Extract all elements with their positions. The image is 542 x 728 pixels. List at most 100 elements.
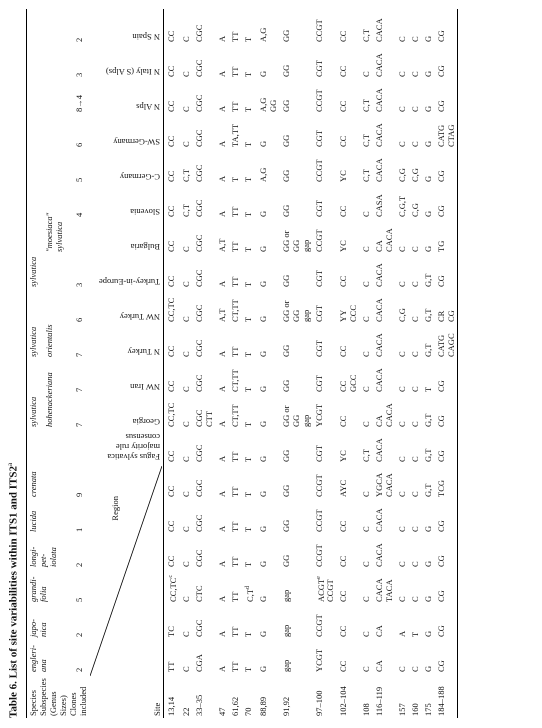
region-label: Region [110, 496, 120, 521]
cell: T [242, 36, 253, 42]
station-name: N Spain [132, 32, 160, 42]
cell: GG [280, 379, 291, 392]
cell: CC [166, 100, 176, 112]
cell: CC,TC [166, 402, 176, 427]
cell: CGC [193, 514, 204, 532]
clones: 1 [73, 527, 84, 532]
cell: CACA [374, 543, 385, 567]
station-name: N Alps [136, 102, 160, 112]
clones: 7 [73, 422, 84, 427]
station-name: N Italy (S Alps) [105, 67, 160, 77]
cell: C [361, 316, 372, 322]
cell: G [423, 35, 434, 42]
species-name: longi- pet- iolata [26, 534, 73, 569]
cell: C [361, 526, 372, 532]
cell: C [361, 211, 372, 217]
cell: G [257, 665, 268, 672]
cell: CG [434, 604, 458, 639]
cell: C [410, 666, 421, 672]
clones: 2 [73, 37, 84, 42]
cell: G [423, 630, 434, 637]
cell: CACA [374, 438, 385, 462]
cell: GG [280, 484, 291, 497]
cell: CC GCC [338, 374, 359, 392]
subspecies-group: "moesiaca" sylvatica [44, 212, 65, 252]
cell: T [410, 631, 421, 637]
cell: C [180, 526, 191, 532]
cell: G,T [423, 308, 434, 322]
subspecies-spacer [43, 254, 73, 289]
cell: C [410, 596, 421, 602]
cell: CG [434, 184, 458, 219]
cell: TT [229, 486, 240, 497]
cell: C [397, 106, 408, 112]
cell: A [216, 490, 227, 497]
cell: TT [229, 101, 240, 112]
cell: TT [229, 451, 240, 462]
cell: C [397, 456, 408, 462]
clones: 9 [73, 492, 84, 497]
cell: A,T [216, 308, 227, 322]
cell: CGT [313, 60, 324, 77]
cell: CG [434, 149, 458, 184]
cell: CC [166, 240, 176, 252]
cell: G [257, 595, 268, 602]
cell: G [257, 560, 268, 567]
clones: 5 [73, 597, 84, 602]
cell: CC [166, 275, 176, 287]
cell: CGC [193, 164, 204, 182]
cell: C [410, 106, 421, 112]
cell: CC [166, 485, 176, 497]
cell: AYC [338, 479, 349, 497]
site: 88,89 [257, 696, 268, 716]
cell: CGA [193, 654, 204, 672]
cell: T [242, 631, 253, 637]
cell: CTC [193, 585, 204, 602]
cell: A [216, 175, 227, 182]
cell: CG [434, 534, 458, 569]
clones: 6 [73, 317, 84, 322]
cell: G [423, 210, 434, 217]
cell: C [397, 141, 408, 147]
cell: CG [434, 44, 458, 79]
cell: G [257, 280, 268, 287]
site-row: 22 C C C C C C C C C C C C C C,T C,T C C C C [179, 9, 192, 718]
cell: CC [338, 65, 349, 77]
cell: G [257, 315, 268, 322]
cell: T [229, 176, 240, 182]
site-row: 88,89 G G G G G G G G G G G G G G A,G G A,G GG G A,G [256, 9, 279, 718]
cell: CCGT [313, 159, 324, 182]
cell: YY CCC [338, 304, 359, 322]
cell: TT [229, 206, 240, 217]
cell: GG or GG gap [280, 405, 311, 427]
cell: gap [280, 589, 291, 602]
site: 175 [423, 703, 434, 716]
cell: CGT [313, 340, 324, 357]
clones: 3 [73, 72, 84, 77]
cell: G [257, 140, 268, 147]
cell: CC [166, 450, 176, 462]
cell: T [242, 491, 253, 497]
cell: CCGT [313, 19, 324, 42]
cell: G [257, 525, 268, 532]
cell: G,T [423, 483, 434, 497]
cell: YC [338, 240, 349, 252]
cell-footnote: d [244, 586, 251, 589]
cell: C,T [361, 134, 372, 147]
cell: TT [229, 66, 240, 77]
cell: CACA [374, 333, 385, 357]
cell: TCG [434, 464, 458, 499]
cell: CGC [193, 129, 204, 147]
cell: CGT [313, 200, 324, 217]
cell: C [410, 526, 421, 532]
cell-text: ACGT [315, 578, 326, 602]
cell: CGC [193, 199, 204, 217]
cell: CG [434, 639, 458, 674]
cell: G [423, 560, 434, 567]
cell: CT,TT [229, 369, 240, 392]
station-header-cell: C-Germany [89, 149, 164, 184]
cell: C,T [361, 29, 372, 42]
cell: G [257, 70, 268, 77]
diagonal-divider [90, 466, 162, 677]
cell: CR CG [434, 289, 458, 324]
